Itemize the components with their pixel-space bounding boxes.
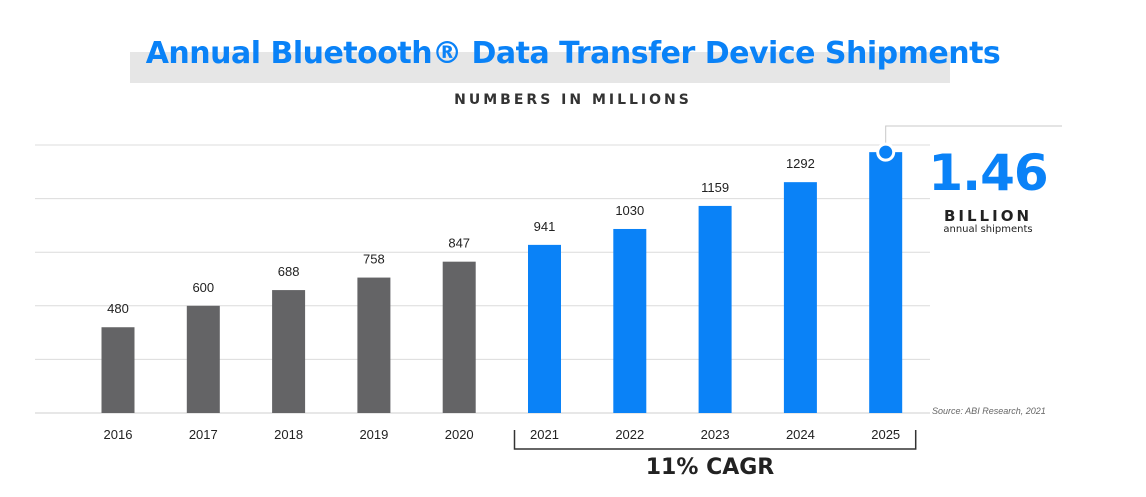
- value-label-2021: 941: [534, 219, 556, 234]
- x-tick-2024: 2024: [786, 427, 815, 442]
- bar-2018: [272, 290, 306, 413]
- x-tick-2021: 2021: [530, 427, 559, 442]
- x-tick-2019: 2019: [359, 427, 388, 442]
- bar-2017: [186, 305, 220, 413]
- x-tick-2020: 2020: [445, 427, 474, 442]
- callout-value: 1.46: [928, 144, 1048, 202]
- source-note: Source: ABI Research, 2021: [932, 406, 1046, 416]
- bar-2019: [357, 277, 391, 413]
- x-tick-2016: 2016: [104, 427, 133, 442]
- bar-2023: [698, 205, 732, 413]
- x-tick-2023: 2023: [701, 427, 730, 442]
- title-band: [130, 52, 950, 83]
- bar-2025: [869, 152, 903, 413]
- value-label-2016: 480: [107, 301, 129, 316]
- cagr-label: 11% CAGR: [645, 455, 775, 480]
- x-tick-2017: 2017: [189, 427, 218, 442]
- chart-subtitle: NUMBERS IN MILLIONS: [454, 92, 692, 108]
- value-label-2020: 847: [448, 236, 470, 251]
- x-tick-2022: 2022: [615, 427, 644, 442]
- bar-2022: [613, 228, 647, 413]
- chart-title: Annual Bluetooth® Data Transfer Device S…: [145, 36, 1001, 71]
- x-tick-2025: 2025: [871, 427, 900, 442]
- value-label-2018: 688: [278, 264, 300, 279]
- value-label-2019: 758: [363, 252, 385, 267]
- value-label-2023: 1159: [701, 180, 729, 195]
- bar-2024: [783, 182, 817, 413]
- bar-2016: [101, 327, 135, 413]
- cagr-bracket: [513, 430, 917, 450]
- callout-unit: BILLION: [943, 207, 1033, 225]
- callout-description: annual shipments: [943, 224, 1033, 235]
- bar-2020: [442, 261, 476, 413]
- value-label-2024: 1292: [786, 156, 815, 171]
- callout-dot: [876, 142, 896, 162]
- bar-2021: [528, 244, 561, 413]
- value-label-2017: 600: [192, 280, 214, 295]
- x-tick-2018: 2018: [274, 427, 303, 442]
- value-label-2022: 1030: [615, 203, 644, 218]
